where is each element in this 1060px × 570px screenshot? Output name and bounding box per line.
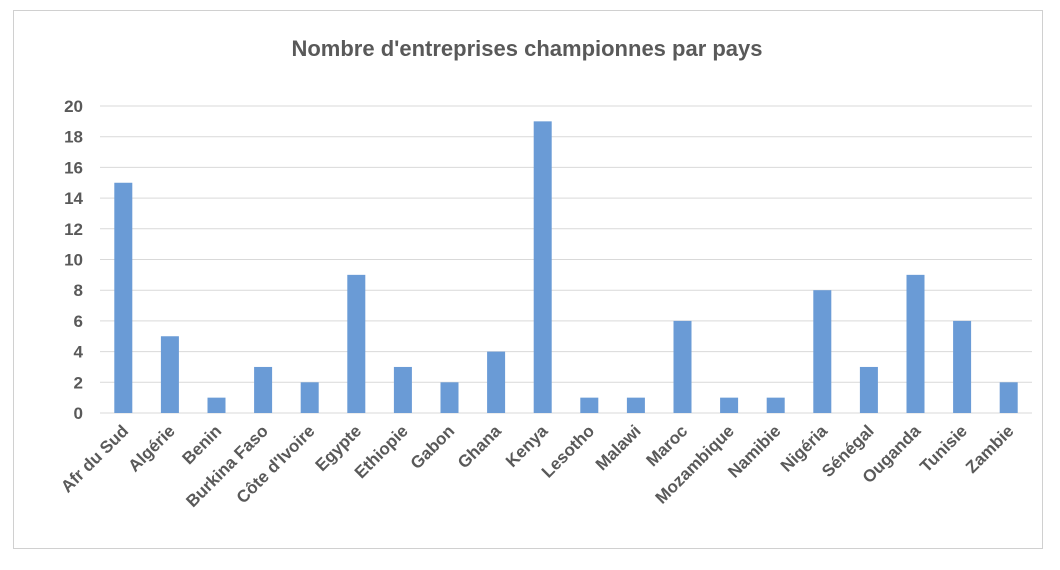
gridlines [100, 105, 1032, 414]
bar [813, 290, 832, 413]
bar [160, 336, 179, 413]
y-tick-label: 6 [74, 312, 83, 331]
bar [906, 274, 925, 413]
y-axis-ticks: 0 2 4 6 8 10 12 14 16 18 20 [64, 97, 83, 423]
bar [487, 351, 506, 413]
y-tick-label: 12 [64, 220, 83, 239]
y-tick-label: 18 [64, 128, 83, 147]
bar [533, 121, 552, 413]
bar [953, 320, 972, 413]
y-tick-label: 14 [64, 189, 83, 208]
y-tick-label: 16 [64, 158, 83, 177]
bar [626, 397, 645, 413]
bar [766, 397, 785, 413]
chart-frame [13, 10, 1043, 549]
y-tick-label: 4 [74, 343, 84, 362]
bar [673, 320, 692, 413]
x-category-label: Burkina Faso [182, 421, 272, 511]
x-category-label: Afr du Sud [57, 421, 132, 496]
bar [254, 366, 273, 413]
y-tick-label: 10 [64, 251, 83, 270]
x-category-label: Ghana [454, 421, 505, 472]
bar [300, 382, 319, 413]
x-category-label: Gabon [407, 421, 459, 473]
x-category-label: Algérie [125, 421, 179, 475]
y-tick-label: 0 [74, 404, 83, 423]
y-tick-label: 20 [64, 97, 83, 116]
bar [114, 182, 133, 413]
bar [720, 397, 739, 413]
bars [114, 121, 1018, 413]
bar [999, 382, 1018, 413]
bar [440, 382, 459, 413]
x-category-label: Malawi [592, 421, 645, 474]
x-category-label: Zambie [962, 421, 1018, 477]
bar [347, 274, 366, 413]
x-category-label: Tunisie [916, 421, 971, 476]
y-tick-label: 8 [74, 281, 83, 300]
y-tick-label: 2 [74, 373, 83, 392]
chart-title: Nombre d'entreprises championnes par pay… [291, 36, 763, 61]
bar [859, 366, 878, 413]
bar [207, 397, 226, 413]
bar [580, 397, 599, 413]
bar [393, 366, 412, 413]
